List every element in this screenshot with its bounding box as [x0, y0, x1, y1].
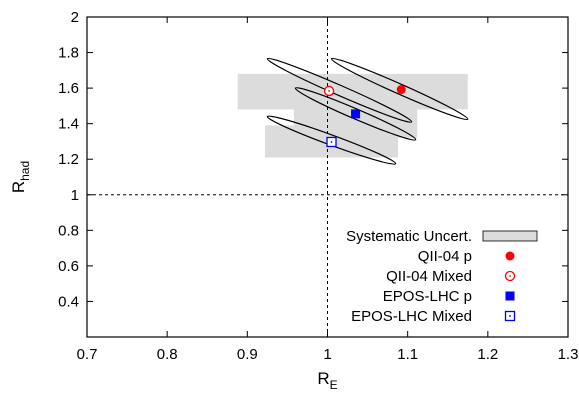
x-tick-label: 1.1 — [397, 346, 418, 363]
data-point — [326, 136, 337, 148]
contour-ellipse — [294, 87, 417, 141]
data-point — [351, 109, 361, 119]
contour-ellipse — [266, 57, 413, 123]
reference-lines-layer — [87, 17, 568, 337]
y-tick-label: 0.4 — [58, 293, 79, 310]
x-tick-label: 1.3 — [558, 346, 579, 363]
x-tick-label: 0.8 — [157, 346, 178, 363]
legend-label: QII-04 p — [418, 248, 472, 265]
y-tick-label: 1.2 — [58, 151, 79, 168]
marker-center-dot — [328, 90, 331, 92]
legend-label: Systematic Uncert. — [346, 228, 472, 245]
y-axis-title-sub: had — [18, 161, 32, 181]
points-layer — [323, 85, 406, 148]
x-axis-title-sub: E — [330, 378, 338, 392]
y-tick-label: 1.6 — [58, 80, 79, 97]
ticks-layer: 0.7 0.8 0.9 1 1.1 1.2 1.3 0.4 0.6 0.8 1 1.2 1.4 1.6 1.… — [58, 9, 578, 363]
legend-label: EPOS-LHC p — [383, 288, 472, 305]
legend: Systematic Uncert. QII-04 p QII-04 Mixed EP… — [346, 228, 538, 325]
y-axis-title-main: R — [9, 181, 28, 193]
y-axis-title: Rhad — [9, 161, 32, 193]
marker-center-dot — [509, 275, 511, 277]
x-axis-title: RE — [317, 369, 337, 392]
y-tick-label: 1 — [71, 187, 79, 204]
marker-center-dot — [509, 315, 511, 317]
legend-marker — [505, 291, 515, 301]
legend-label: QII-04 Mixed — [386, 268, 472, 285]
data-point — [396, 85, 406, 95]
x-axis-title-main: R — [317, 369, 329, 388]
y-tick-label: 1.8 — [58, 45, 79, 62]
x-tick-label: 1.2 — [477, 346, 498, 363]
x-tick-label: 0.9 — [237, 346, 258, 363]
x-tick-label: 1 — [323, 346, 331, 363]
marker-center-dot — [330, 141, 333, 143]
data-point — [323, 85, 335, 97]
y-tick-label: 0.8 — [58, 222, 79, 239]
legend-label: EPOS-LHC Mixed — [351, 308, 472, 325]
y-tick-label: 2 — [71, 9, 79, 26]
legend-marker — [505, 251, 515, 261]
contour-ellipse — [330, 57, 469, 121]
legend-marker — [504, 310, 516, 322]
legend-swatch-systematic — [482, 230, 538, 242]
y-tick-label: 1.4 — [58, 116, 79, 133]
x-tick-label: 0.7 — [77, 346, 98, 363]
y-tick-label: 0.6 — [58, 258, 79, 275]
contours-layer — [266, 57, 469, 165]
legend-marker — [504, 270, 516, 282]
